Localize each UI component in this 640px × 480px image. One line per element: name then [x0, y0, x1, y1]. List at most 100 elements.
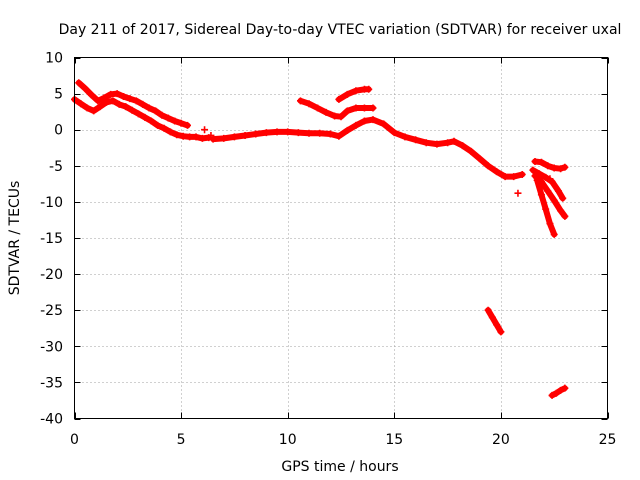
data-point: [561, 384, 569, 392]
data-point: [145, 104, 153, 112]
data-point: [343, 126, 351, 134]
data-point: [550, 164, 558, 172]
data-point: [335, 95, 343, 103]
tick-labels: 0 5 10 15 20 25 10 5 0 -5 -10 -15 -20 -25 -30 -35 -40: [40, 51, 616, 449]
data-point: [166, 128, 174, 136]
series-4: [335, 85, 373, 103]
data-point: [109, 97, 117, 105]
data-point: [380, 120, 388, 128]
y-tick-label: -30: [40, 339, 63, 355]
data-point: [75, 79, 83, 87]
data-point: [352, 87, 360, 95]
y-axis-label: SDTVAR / TECUs: [7, 181, 23, 296]
series-1: [75, 79, 191, 129]
data-point: [134, 110, 142, 118]
data-point: [352, 121, 360, 129]
y-tick-label: -35: [40, 375, 63, 391]
data-point: [335, 132, 343, 140]
series-2: [209, 116, 526, 181]
series-10: [548, 384, 569, 399]
data-point: [160, 124, 168, 132]
data-point: [533, 176, 541, 184]
data-point: [544, 187, 552, 195]
data-point: [537, 158, 545, 166]
data-layer: [71, 79, 569, 399]
data-point: [352, 104, 360, 112]
data-point: [459, 142, 467, 150]
data-point: [493, 321, 501, 329]
data-point: [177, 119, 185, 127]
data-point: [529, 166, 537, 174]
data-point: [401, 133, 409, 141]
data-point: [241, 131, 249, 139]
x-tick-label: 10: [279, 432, 297, 448]
data-point: [493, 168, 501, 176]
data-point: [369, 116, 377, 124]
data-point: [126, 95, 134, 103]
series-8: [533, 176, 558, 238]
data-point: [90, 107, 98, 115]
data-point: [390, 129, 398, 137]
data-point: [501, 173, 509, 181]
data-point: [542, 173, 550, 181]
data-point: [252, 130, 260, 138]
grid: [74, 57, 608, 419]
data-point: [554, 187, 562, 195]
data-point: [559, 194, 567, 202]
y-tick-label: 0: [54, 123, 63, 139]
data-point: [542, 205, 550, 213]
data-point: [147, 117, 155, 125]
data-point: [81, 85, 89, 93]
data-point: [132, 97, 140, 105]
data-point: [201, 126, 209, 134]
y-tick-label: 10: [45, 51, 63, 67]
data-point: [128, 106, 136, 114]
data-point: [296, 97, 304, 105]
data-point: [561, 163, 569, 171]
data-point: [173, 131, 181, 139]
data-point: [365, 85, 373, 93]
y-tick-label: -5: [49, 159, 63, 175]
data-point: [546, 220, 554, 228]
data-point: [557, 207, 565, 215]
data-point: [314, 104, 322, 112]
series-5: [531, 157, 569, 173]
data-point: [331, 112, 339, 120]
x-axis-label: GPS time / hours: [281, 459, 398, 475]
data-point: [360, 117, 368, 125]
data-point: [183, 121, 191, 129]
data-point: [209, 135, 217, 143]
data-point: [412, 136, 420, 144]
y-tick-label: -10: [40, 195, 63, 211]
data-point: [94, 97, 102, 105]
data-point: [96, 103, 104, 111]
data-point: [322, 108, 330, 116]
data-point: [186, 133, 194, 141]
data-point: [369, 104, 377, 112]
data-point: [164, 114, 172, 122]
data-point: [326, 130, 334, 138]
data-point: [497, 328, 505, 336]
y-tick-label: -15: [40, 231, 63, 247]
data-point: [207, 131, 215, 139]
data-point: [113, 90, 121, 98]
axes: [74, 57, 609, 420]
data-point: [77, 100, 85, 108]
data-point: [546, 175, 554, 183]
data-point: [360, 104, 368, 112]
data-point: [192, 133, 200, 141]
x-tick-label: 25: [599, 432, 617, 448]
series-9: [484, 306, 505, 336]
data-point: [107, 90, 115, 98]
data-point: [337, 113, 345, 121]
x-tick-label: 15: [385, 432, 403, 448]
data-point: [230, 133, 238, 141]
data-point: [484, 162, 492, 170]
data-point: [179, 132, 187, 140]
y-tick-label: 5: [54, 87, 63, 103]
data-point: [544, 162, 552, 170]
data-point: [139, 100, 147, 108]
data-point: [343, 107, 351, 115]
data-point: [510, 173, 518, 181]
